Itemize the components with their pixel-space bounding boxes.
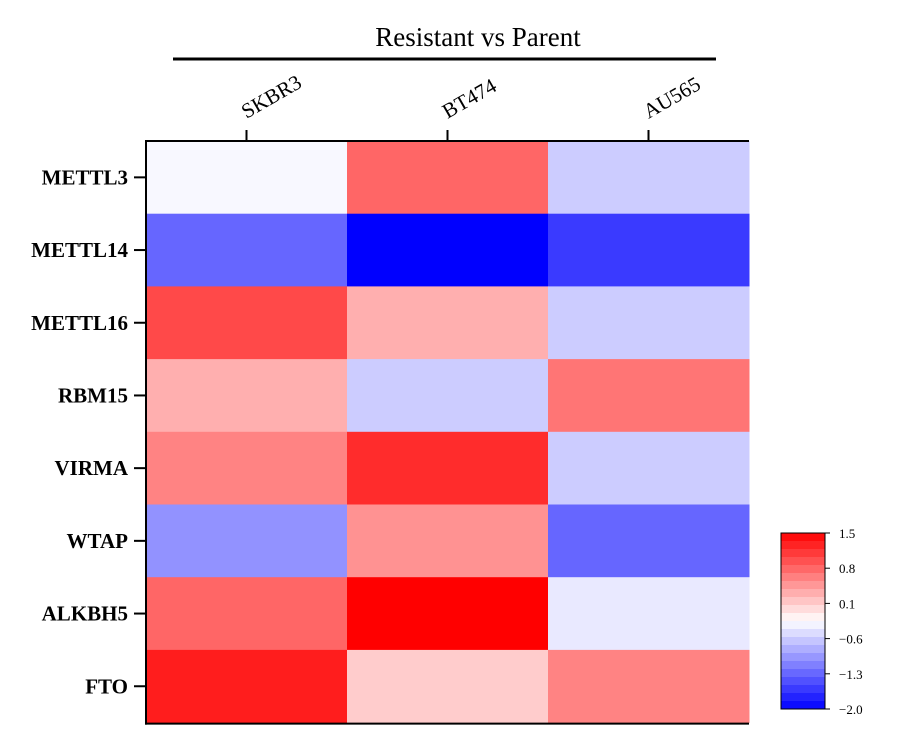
column-label-au565: AU565 bbox=[639, 72, 705, 124]
colorbar-segment bbox=[781, 637, 825, 646]
colorbar-segment bbox=[781, 661, 825, 670]
heatmap-cell-mettl3-skbr3 bbox=[146, 141, 348, 215]
row-label-mettl14: METTL14 bbox=[31, 238, 128, 262]
heatmap-cell-virma-skbr3 bbox=[146, 431, 348, 505]
heatmap-cell-mettl3-au565 bbox=[548, 141, 750, 215]
heatmap-cell-mettl3-bt474 bbox=[347, 141, 549, 215]
heatmap-cell-mettl16-au565 bbox=[548, 286, 750, 360]
colorbar-segment bbox=[781, 629, 825, 638]
heatmap-cell-wtap-bt474 bbox=[347, 504, 549, 578]
heatmap-cell-fto-skbr3 bbox=[146, 649, 348, 724]
colorbar-tick-label: 0.8 bbox=[839, 561, 855, 576]
colorbar-segment bbox=[781, 597, 825, 606]
heatmap-cell-rbm15-bt474 bbox=[347, 359, 549, 433]
heatmap-cell-wtap-au565 bbox=[548, 504, 750, 578]
colorbar-segment bbox=[781, 533, 825, 542]
colorbar-segment bbox=[781, 541, 825, 550]
heatmap-cell-wtap-skbr3 bbox=[146, 504, 348, 578]
colorbar-tick-label: 0.1 bbox=[839, 596, 855, 611]
colorbar-segment bbox=[781, 685, 825, 694]
colorbar-tick-label: −2.0 bbox=[839, 702, 863, 717]
row-label-virma: VIRMA bbox=[55, 456, 129, 480]
heatmap-cell-fto-au565 bbox=[548, 649, 750, 724]
column-label-bt474: BT474 bbox=[438, 73, 501, 123]
colorbar-segment bbox=[781, 701, 825, 710]
heatmap-cell-virma-bt474 bbox=[347, 431, 549, 505]
colorbar-segment bbox=[781, 557, 825, 566]
row-label-alkbh5: ALKBH5 bbox=[42, 602, 128, 626]
colorbar-segment bbox=[781, 693, 825, 702]
heatmap-cell-mettl16-skbr3 bbox=[146, 286, 348, 360]
heatmap-cell-rbm15-au565 bbox=[548, 359, 750, 433]
colorbar-border bbox=[780, 532, 826, 710]
heatmap-cell-mettl16-bt474 bbox=[347, 286, 549, 360]
row-label-fto: FTO bbox=[85, 674, 128, 698]
row-label-mettl3: METTL3 bbox=[42, 165, 128, 189]
heatmap-cell-mettl14-skbr3 bbox=[146, 213, 348, 287]
row-label-rbm15: RBM15 bbox=[58, 383, 128, 407]
row-label-mettl16: METTL16 bbox=[31, 311, 128, 335]
heatmap-cell-alkbh5-bt474 bbox=[347, 577, 549, 651]
chart-title: Resistant vs Parent bbox=[375, 22, 581, 52]
heatmap-cell-rbm15-skbr3 bbox=[146, 359, 348, 433]
colorbar-segment bbox=[781, 669, 825, 678]
heatmap-cell-virma-au565 bbox=[548, 431, 750, 505]
colorbar-tick-label: −0.6 bbox=[839, 632, 863, 647]
column-label-skbr3: SKBR3 bbox=[237, 70, 306, 123]
heatmap-cell-mettl14-au565 bbox=[548, 213, 750, 287]
colorbar-segment bbox=[781, 549, 825, 558]
colorbar-segment bbox=[781, 653, 825, 662]
colorbar-tick-label: 1.5 bbox=[839, 526, 855, 541]
heatmap-cell-alkbh5-skbr3 bbox=[146, 577, 348, 651]
heatmap-cell-mettl14-bt474 bbox=[347, 213, 549, 287]
colorbar-segment bbox=[781, 573, 825, 582]
colorbar-segment bbox=[781, 605, 825, 614]
colorbar-segment bbox=[781, 613, 825, 622]
colorbar-tick-label: −1.3 bbox=[839, 667, 863, 682]
heatmap-cell-alkbh5-au565 bbox=[548, 577, 750, 651]
row-label-wtap: WTAP bbox=[67, 529, 129, 553]
colorbar-segment bbox=[781, 589, 825, 598]
colorbar-segment bbox=[781, 645, 825, 654]
colorbar-segment bbox=[781, 581, 825, 590]
colorbar-segment bbox=[781, 621, 825, 630]
colorbar-segment bbox=[781, 677, 825, 686]
heatmap-cell-fto-bt474 bbox=[347, 649, 549, 724]
colorbar-segment bbox=[781, 565, 825, 574]
